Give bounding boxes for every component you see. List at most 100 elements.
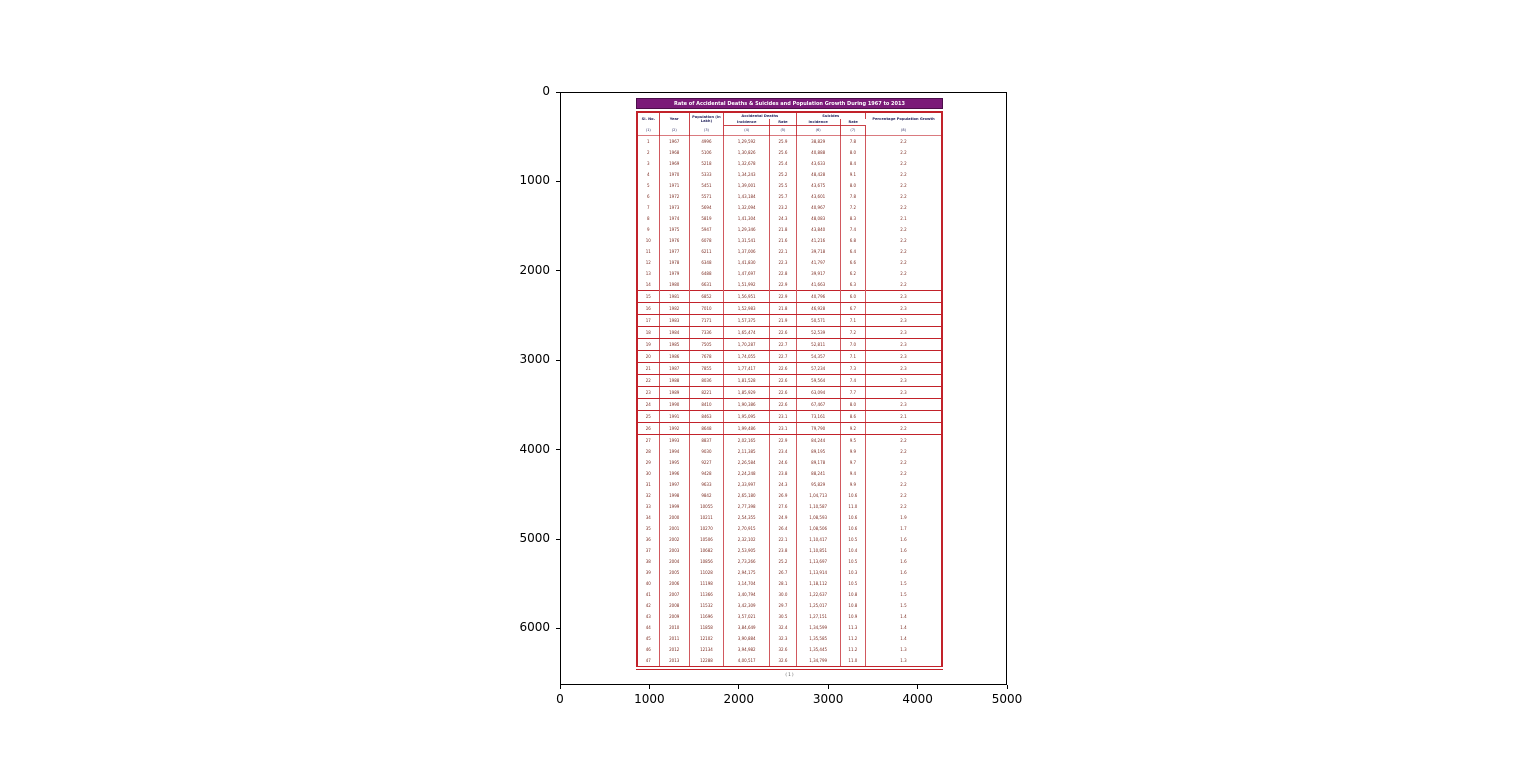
- table-cell: 2.1: [900, 216, 907, 222]
- table-cell: 1.6: [900, 548, 907, 554]
- table-cell: 10.5: [840, 534, 866, 546]
- table-cell: 1992: [659, 422, 690, 436]
- table-cell: 9: [637, 224, 660, 236]
- table-cell: 12134: [689, 644, 725, 656]
- table-cell: 8.6: [840, 410, 866, 424]
- table-cell: 31: [637, 479, 660, 491]
- table-cell: 84,244: [796, 434, 841, 447]
- table-cell: 10.6: [840, 523, 866, 535]
- table-cell: 1,56,951: [723, 290, 771, 304]
- table-cell: 43,633: [796, 158, 841, 170]
- y-tick-label: 3000: [519, 352, 550, 367]
- table-cell: 1,41,304: [723, 213, 771, 225]
- column-number: (8): [865, 125, 943, 137]
- table-row: 3 1969 5218 1,32,678 25.4 43,633 8.4 2.2: [637, 158, 942, 170]
- table-cell: 9.7: [840, 457, 866, 469]
- table-cell: 21.6: [769, 235, 797, 247]
- table-cell: 52,539: [796, 326, 841, 340]
- table-row: 19 1985 7505 1,70,287 22.7 52,811 7.0 2.3: [637, 338, 942, 352]
- table-header: Sl. No. Year Population (in Lakh) Accide…: [637, 112, 943, 137]
- table-cell: 1,74,055: [723, 350, 771, 364]
- table-cell: 25.5: [769, 180, 797, 192]
- table-cell: 52,811: [796, 338, 841, 352]
- table-cell: 67,467: [796, 398, 841, 412]
- table-cell: 1,10,417: [796, 534, 841, 546]
- table-cell: 2.3: [865, 314, 942, 328]
- table-cell: 1987: [659, 362, 690, 376]
- table-cell: 1,29,592: [723, 135, 771, 148]
- table-row: 36 2002 10506 2,32,102 22.1 1,10,417 10.5 1.6: [637, 534, 942, 546]
- table-cell: 2.2: [900, 493, 907, 499]
- table-cell: 2,02,165: [723, 434, 771, 447]
- table-cell: 25.4: [769, 158, 797, 170]
- table-cell: 9.1: [840, 169, 866, 181]
- table-cell: 1,34,599: [796, 622, 841, 634]
- table-cell: 6: [637, 191, 660, 203]
- table-cell: 12288: [689, 655, 725, 669]
- table-cell: 32.6: [769, 644, 797, 656]
- table-cell: 23.1: [769, 410, 797, 424]
- table-cell: 22.6: [769, 398, 797, 412]
- table-cell: 2.2: [900, 504, 907, 510]
- table-cell: 1.4: [900, 636, 907, 642]
- table-cell: 1999: [659, 501, 690, 513]
- table-cell: 36: [637, 534, 660, 546]
- table-cell: 48,083: [796, 213, 841, 225]
- table-cell: 4996: [689, 135, 725, 148]
- table-cell: 1,85,929: [723, 386, 771, 400]
- table-cell: 30.5: [769, 611, 797, 623]
- table-cell: 2,54,355: [723, 512, 771, 524]
- table-cell: 26.4: [769, 523, 797, 535]
- table-cell: 9.5: [840, 434, 866, 447]
- table-cell: 5218: [689, 158, 725, 170]
- table-cell: 89,195: [796, 446, 841, 458]
- table-cell: 11.0: [840, 655, 866, 669]
- table-cell: 22.6: [769, 374, 797, 388]
- table-cell: 1,25,017: [796, 600, 841, 612]
- table-row: 4 1970 5333 1,34,243 25.2 48,428 9.1 2.2: [637, 169, 942, 181]
- table-cell: 2,33,997: [723, 479, 771, 491]
- table-cell: 7: [637, 202, 660, 214]
- table-cell: 1,18,112: [796, 578, 841, 590]
- table-cell: 57,234: [796, 362, 841, 376]
- table-row: 42 2008 11532 3,42,309 29.7 1,25,017 10.8 1.5: [637, 600, 942, 612]
- table-row: 25 1991 8463 1,95,095 23.1 73,161 8.6 2.1: [637, 410, 942, 424]
- table-cell: 30: [637, 468, 660, 480]
- table-cell: 1967: [659, 135, 690, 148]
- y-tick: [556, 270, 560, 272]
- table-cell: 11: [637, 246, 660, 258]
- table-cell: 8.0: [840, 180, 866, 192]
- table-cell: 1991: [659, 410, 690, 424]
- table-cell: 23.4: [769, 446, 797, 458]
- table-cell: 11.3: [840, 622, 866, 634]
- table-cell: 1,99,486: [723, 422, 771, 436]
- column-number: (7): [840, 125, 866, 137]
- table-cell: 1.5: [900, 603, 907, 609]
- table-cell: 22.1: [769, 534, 797, 546]
- table-cell: 25.6: [769, 147, 797, 159]
- table-cell: 1,04,713: [796, 490, 841, 502]
- table-cell: 1,30,826: [723, 147, 771, 159]
- table-cell: 43,601: [796, 191, 841, 203]
- table-cell: 9.9: [840, 479, 866, 491]
- y-tick-label: 1000: [519, 173, 550, 188]
- table-cell: 1,57,375: [723, 314, 771, 328]
- table-cell: 3,94,982: [723, 644, 771, 656]
- table-cell: 2.2: [900, 482, 907, 488]
- table-cell: 1,70,287: [723, 338, 771, 352]
- table-row: 13 1979 6488 1,47,697 22.8 39,917 6.2 2.2: [637, 268, 942, 280]
- table-cell: 2.2: [900, 449, 907, 455]
- table-row: 26 1992 8648 1,99,486 23.1 79,790 9.2 2.2: [637, 422, 942, 436]
- table-cell: 43: [637, 611, 660, 623]
- table-cell: 24: [637, 398, 660, 412]
- table-cell: 6.2: [840, 268, 866, 280]
- table-cell: 22.7: [769, 350, 797, 364]
- table-cell: 2.2: [900, 139, 907, 145]
- table-cell: 12: [637, 257, 660, 269]
- table-cell: 2013: [659, 655, 690, 669]
- y-tick: [556, 91, 560, 93]
- table-cell: 59,564: [796, 374, 841, 388]
- table-cell: 22.6: [769, 386, 797, 400]
- table-cell: 26: [637, 422, 660, 436]
- table-cell: 7.1: [840, 350, 866, 364]
